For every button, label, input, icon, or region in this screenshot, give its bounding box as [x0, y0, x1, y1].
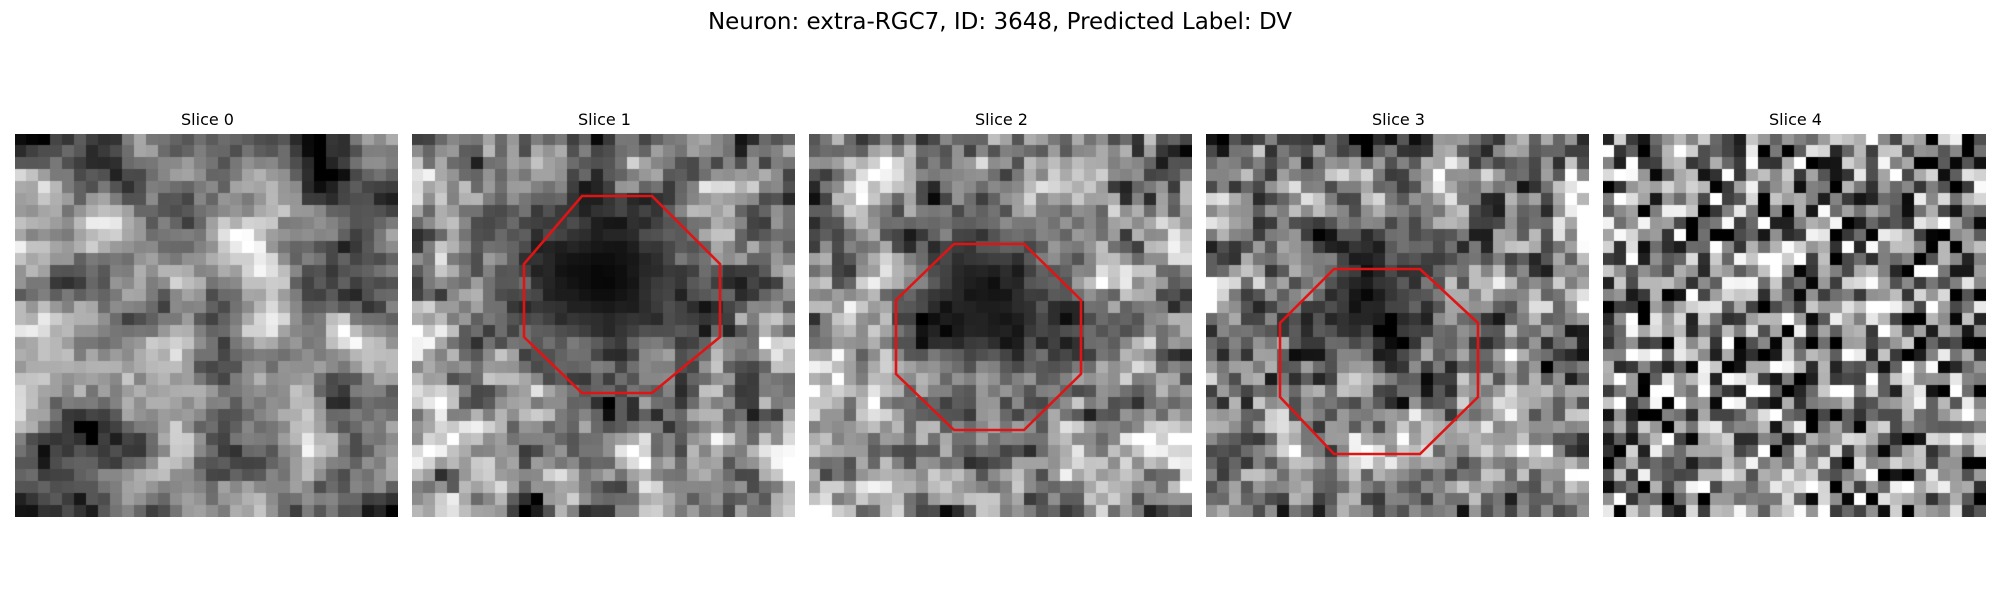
- roi-octagon-1: [522, 194, 722, 395]
- slice-image-1: [412, 134, 795, 517]
- slice-title-2: Slice 2: [975, 110, 1028, 129]
- slice-panel-0: Slice 0: [15, 108, 400, 523]
- slice-title-0: Slice 0: [181, 110, 234, 129]
- slice-title-4: Slice 4: [1769, 110, 1822, 129]
- slice-panel-2: Slice 2: [809, 108, 1194, 523]
- slice-panel-4: Slice 4: [1603, 108, 1988, 523]
- roi-overlay-2: [894, 242, 1083, 432]
- slice-panel-1: Slice 1: [412, 108, 797, 523]
- slice-image-4: [1603, 134, 1986, 517]
- roi-octagon-2: [894, 242, 1083, 432]
- slice-title-1: Slice 1: [578, 110, 631, 129]
- slice-image-0: [15, 134, 398, 517]
- slice-panel-3: Slice 3: [1206, 108, 1591, 523]
- figure-title: Neuron: extra-RGC7, ID: 3648, Predicted …: [707, 9, 1293, 35]
- slice-image-2: [809, 134, 1192, 517]
- roi-overlay-1: [522, 194, 722, 395]
- roi-octagon-3: [1278, 267, 1480, 456]
- roi-overlay-3: [1278, 267, 1480, 456]
- slice-title-3: Slice 3: [1372, 110, 1425, 129]
